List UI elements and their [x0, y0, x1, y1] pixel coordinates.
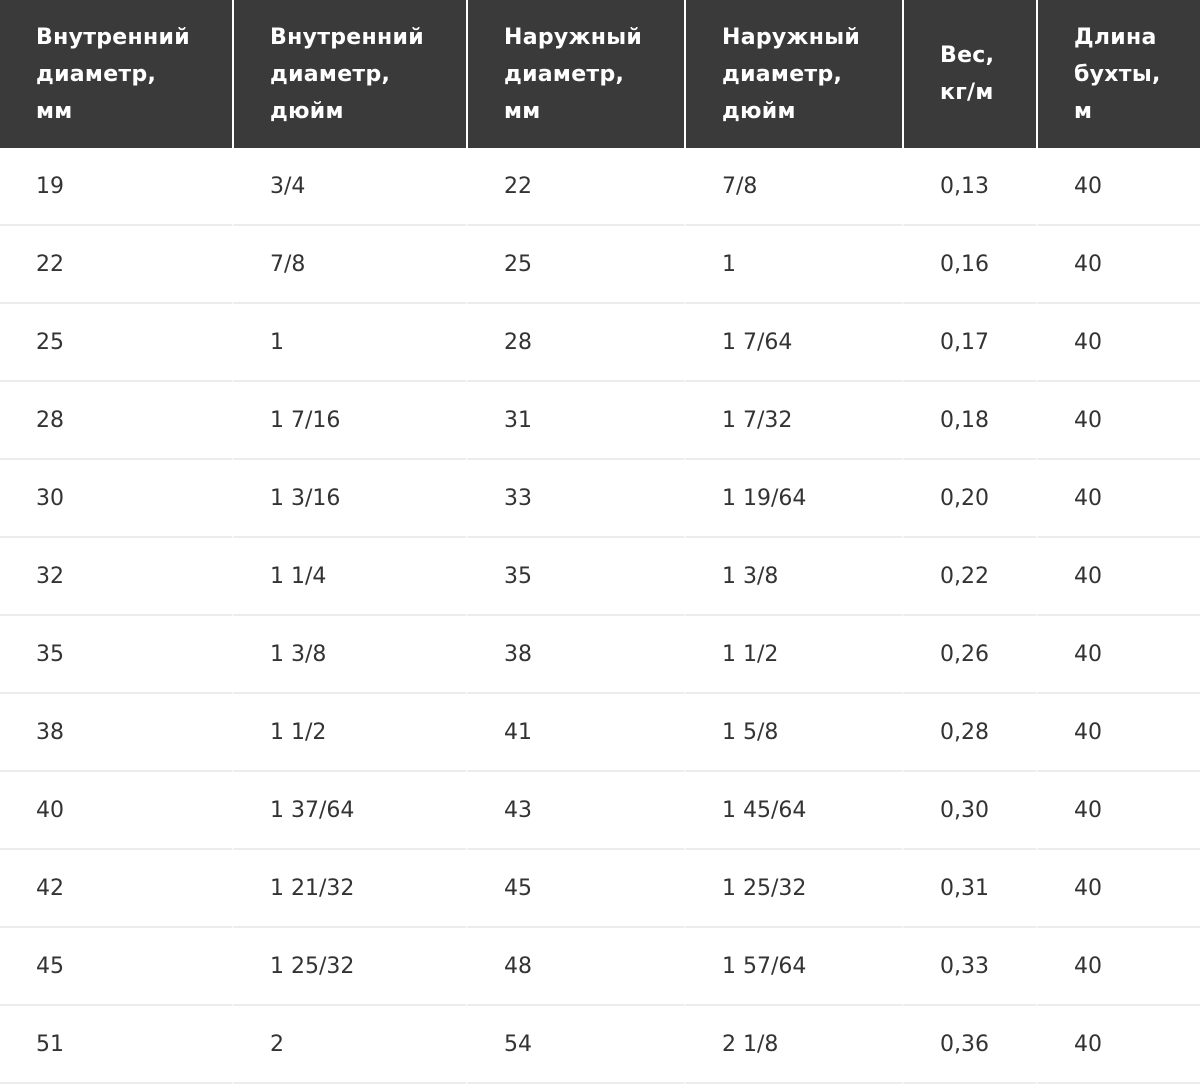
table-cell: 0,31 [902, 850, 1036, 928]
header-line: диаметр, [36, 61, 157, 87]
header-line: диаметр, [270, 61, 391, 87]
table-cell: 40 [1036, 772, 1200, 850]
table-cell: 25 [0, 304, 232, 382]
table-cell: 1 5/8 [684, 694, 902, 772]
header-line: Вес, [940, 43, 995, 68]
table-cell: 0,36 [902, 1006, 1036, 1084]
table-cell: 38 [466, 616, 684, 694]
header-line: Длина [1074, 24, 1157, 50]
table-cell: 0,17 [902, 304, 1036, 382]
table-cell: 51 [0, 1006, 232, 1084]
header-line: диаметр, [504, 61, 625, 87]
table-cell: 40 [1036, 304, 1200, 382]
table-cell: 1 3/16 [232, 460, 466, 538]
table-cell: 33 [466, 460, 684, 538]
table-cell: 40 [1036, 382, 1200, 460]
table-cell: 1 3/8 [232, 616, 466, 694]
header-cell: Наружный диаметр, мм [466, 0, 684, 148]
table-cell: 40 [1036, 226, 1200, 304]
table-cell: 0,16 [902, 226, 1036, 304]
table-cell: 0,20 [902, 460, 1036, 538]
table-cell: 28 [466, 304, 684, 382]
table-cell: 1 3/8 [684, 538, 902, 616]
table-cell: 40 [1036, 850, 1200, 928]
table-cell: 22 [466, 148, 684, 226]
table-cell: 7/8 [684, 148, 902, 226]
table-cell: 1 37/64 [232, 772, 466, 850]
table-cell: 1 1/4 [232, 538, 466, 616]
table-cell: 1 [232, 304, 466, 382]
table-cell: 45 [0, 928, 232, 1006]
table-cell: 0,30 [902, 772, 1036, 850]
table-cell: 40 [1036, 694, 1200, 772]
table-cell: 40 [1036, 616, 1200, 694]
table-cell: 35 [466, 538, 684, 616]
table-cell: 1 25/32 [232, 928, 466, 1006]
table-cell: 1 21/32 [232, 850, 466, 928]
table-cell: 40 [0, 772, 232, 850]
table-cell: 40 [1036, 928, 1200, 1006]
header-line: Наружный [722, 24, 861, 50]
header-line: Внутренний [270, 24, 424, 50]
table-cell: 1 19/64 [684, 460, 902, 538]
header-line: дюйм [722, 98, 796, 124]
table-cell: 28 [0, 382, 232, 460]
table-cell: 1 [684, 226, 902, 304]
table-cell: 0,18 [902, 382, 1036, 460]
table-cell: 41 [466, 694, 684, 772]
table-cell: 1 57/64 [684, 928, 902, 1006]
table-cell: 31 [466, 382, 684, 460]
table-cell: 1 7/64 [684, 304, 902, 382]
table-cell: 42 [0, 850, 232, 928]
table-cell: 1 45/64 [684, 772, 902, 850]
header-line: мм [504, 98, 541, 124]
header-cell: Вес, кг/м [902, 0, 1036, 148]
table-cell: 45 [466, 850, 684, 928]
table-cell: 1 7/16 [232, 382, 466, 460]
header-cell: Внутренний диаметр, дюйм [232, 0, 466, 148]
header-line: Внутренний [36, 24, 190, 50]
table-cell: 2 1/8 [684, 1006, 902, 1084]
table-cell: 25 [466, 226, 684, 304]
header-line: мм [36, 98, 73, 124]
table-cell: 0,28 [902, 694, 1036, 772]
header-line: кг/м [940, 80, 994, 105]
table-cell: 40 [1036, 538, 1200, 616]
table-cell: 32 [0, 538, 232, 616]
table-cell: 1 25/32 [684, 850, 902, 928]
header-cell: Наружный диаметр, дюйм [684, 0, 902, 148]
table-cell: 0,26 [902, 616, 1036, 694]
header-line: бухты, [1074, 61, 1161, 87]
table-cell: 35 [0, 616, 232, 694]
table-cell: 30 [0, 460, 232, 538]
table-cell: 38 [0, 694, 232, 772]
table-cell: 22 [0, 226, 232, 304]
table-cell: 1 1/2 [684, 616, 902, 694]
header-cell: Длина бухты, м [1036, 0, 1200, 148]
table-cell: 1 1/2 [232, 694, 466, 772]
table-cell: 19 [0, 148, 232, 226]
header-line: диаметр, [722, 61, 843, 87]
table-cell: 40 [1036, 1006, 1200, 1084]
table-cell: 43 [466, 772, 684, 850]
header-cell: Внутренний диаметр, мм [0, 0, 232, 148]
table-cell: 1 7/32 [684, 382, 902, 460]
table-cell: 7/8 [232, 226, 466, 304]
table-cell: 0,13 [902, 148, 1036, 226]
header-line: Наружный [504, 24, 643, 50]
table-cell: 40 [1036, 148, 1200, 226]
table-cell: 0,22 [902, 538, 1036, 616]
header-line: дюйм [270, 98, 344, 124]
table-cell: 54 [466, 1006, 684, 1084]
table-cell: 40 [1036, 460, 1200, 538]
table-cell: 2 [232, 1006, 466, 1084]
table-cell: 48 [466, 928, 684, 1006]
header-line: м [1074, 98, 1093, 124]
table-cell: 3/4 [232, 148, 466, 226]
table-cell: 0,33 [902, 928, 1036, 1006]
